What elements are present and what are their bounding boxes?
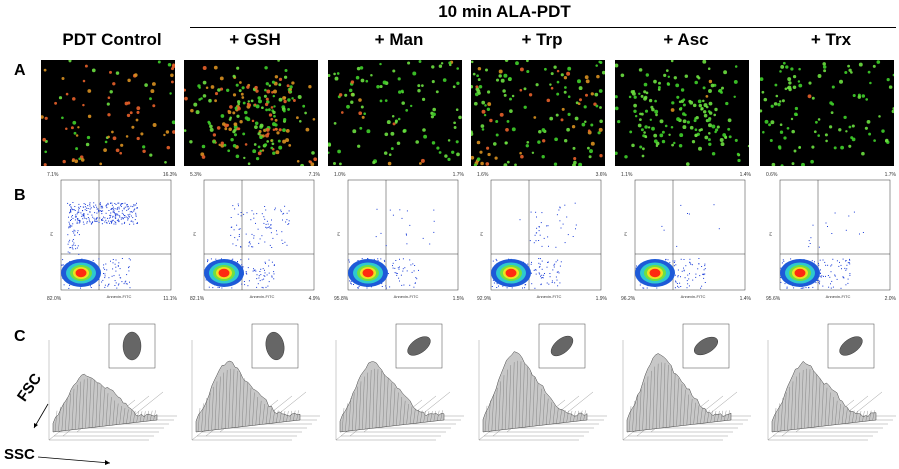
quadrant-percentage: 1.0% [334, 172, 346, 178]
flow-cytometry-plot: Annexin-FITC PI 0.6% 1.7% 95.6% 2.0% [766, 172, 896, 304]
column-label: + Trp [521, 30, 563, 49]
quadrant-percentage: 3.6% [595, 172, 607, 178]
quadrant-percentage: 82.1% [190, 296, 205, 302]
quadrant-percentage: 1.9% [595, 296, 607, 302]
column-label: PDT Control [62, 30, 162, 49]
y-axis-label: PI [623, 232, 628, 236]
quadrant-percentage: 95.8% [334, 296, 349, 302]
quadrant-percentage: 16.3% [162, 172, 177, 178]
quadrant-percentage: 1.4% [739, 172, 751, 178]
quadrant-percentage: 1.4% [739, 296, 751, 302]
x-axis-label: Annexin-FITC [681, 294, 706, 299]
flow-cytometry-plot: Annexin-FITC PI 1.6% 3.6% 92.9% 1.9% [477, 172, 607, 304]
fsc-ssc-surface-plot [182, 320, 320, 446]
row-label-a: A [14, 62, 26, 79]
y-axis-label: PI [336, 232, 341, 236]
fsc-ssc-surface-plot [326, 320, 464, 446]
flow-cytometry-plot: Annexin-FITC PI 7.1% 16.3% 82.0% 11.1% [47, 172, 177, 304]
quadrant-percentage: 95.6% [766, 296, 781, 302]
quadrant-percentage: 5.3% [190, 172, 202, 178]
micrograph-cells [760, 60, 894, 166]
flow-cytometry-plot: Annexin-FITC PI 5.3% 7.1% 82.1% 4.9% [190, 172, 320, 304]
fluorescence-micrograph [41, 60, 175, 166]
micrograph-cells [41, 60, 175, 166]
fsc-ssc-surface-plot [469, 320, 607, 446]
fluorescence-micrograph [760, 60, 894, 166]
quadrant-percentage: 11.1% [163, 296, 177, 302]
quadrant-percentage: 7.1% [308, 172, 320, 178]
fluorescence-micrograph [184, 60, 318, 166]
x-axis-label: Annexin-FITC [537, 294, 562, 299]
quadrant-percentage: 92.9% [477, 296, 492, 302]
x-axis-label: Annexin-FITC [826, 294, 851, 299]
quadrant-percentage: 1.5% [452, 296, 464, 302]
fluorescence-micrograph [471, 60, 605, 166]
quadrant-percentage: 0.6% [766, 172, 778, 178]
fsc-ssc-surface-plot [613, 320, 751, 446]
y-axis-label: PI [768, 232, 773, 236]
x-axis-label: Annexin-FITC [107, 294, 132, 299]
fsc-ssc-surface-plot [758, 320, 896, 446]
quadrant-percentage: 7.1% [47, 172, 59, 178]
axis-arrows [33, 403, 111, 465]
row-label-b: B [14, 187, 26, 204]
x-axis-label: Annexin-FITC [250, 294, 275, 299]
quadrant-percentage: 4.9% [308, 296, 320, 302]
column-label: + GSH [229, 30, 281, 49]
quadrant-percentage: 96.2% [621, 296, 636, 302]
row-label-c: C [14, 328, 26, 345]
fsc-ssc-surface-plot [39, 320, 177, 446]
y-axis-label: PI [192, 232, 197, 236]
x-axis-label: Annexin-FITC [394, 294, 419, 299]
y-axis-label: PI [49, 232, 54, 236]
quadrant-percentage: 1.1% [621, 172, 633, 178]
column-label: + Asc [663, 30, 709, 49]
micrograph-cells [471, 60, 605, 166]
micrograph-cells [184, 60, 318, 166]
quadrant-percentage: 1.6% [477, 172, 489, 178]
figure-title: 10 min ALA-PDT [438, 2, 571, 21]
quadrant-percentage: 82.0% [47, 296, 62, 302]
quadrant-percentage: 1.7% [884, 172, 896, 178]
flow-cytometry-plot: Annexin-FITC PI 1.1% 1.4% 96.2% 1.4% [621, 172, 751, 304]
column-label: + Man [374, 30, 424, 49]
title-underline [190, 27, 896, 28]
y-axis-label: PI [479, 232, 484, 236]
quadrant-percentage: 1.7% [452, 172, 464, 178]
quadrant-percentage: 2.0% [884, 296, 896, 302]
flow-cytometry-plot: Annexin-FITC PI 1.0% 1.7% 95.8% 1.5% [334, 172, 464, 304]
fluorescence-micrograph [615, 60, 749, 166]
ssc-axis-label: SSC [4, 446, 35, 463]
micrograph-cells [328, 60, 462, 166]
column-label: + Trx [810, 30, 852, 49]
micrograph-cells [615, 60, 749, 166]
fluorescence-micrograph [328, 60, 462, 166]
